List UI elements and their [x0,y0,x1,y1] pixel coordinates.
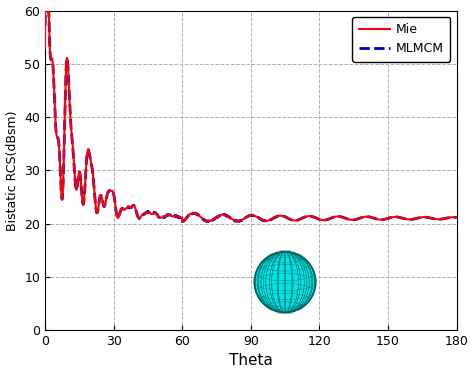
MLMCM [157,215,163,220]
MLMCM [291,218,297,223]
Mie [157,215,163,220]
MLMCM [415,216,420,220]
Mie [454,215,459,220]
MLMCM [454,215,459,220]
Mie [42,46,48,50]
Mie [130,203,136,208]
Y-axis label: Bistatic RCS(dBsm): Bistatic RCS(dBsm) [6,110,18,230]
MLMCM [454,215,459,220]
MLMCM [130,203,136,208]
MLMCM [180,220,185,224]
Mie [415,216,420,220]
Mie [454,215,459,220]
Legend: Mie, MLMCM: Mie, MLMCM [352,17,450,62]
MLMCM [42,23,48,28]
MLMCM [298,217,304,221]
Mie [42,8,48,13]
MLMCM [43,8,49,13]
Line: Mie: Mie [45,10,456,221]
Mie [298,217,304,221]
Mie [291,218,297,223]
X-axis label: Theta: Theta [229,353,273,368]
Mie [179,219,185,224]
Line: MLMCM: MLMCM [45,10,456,222]
Ellipse shape [254,252,316,313]
